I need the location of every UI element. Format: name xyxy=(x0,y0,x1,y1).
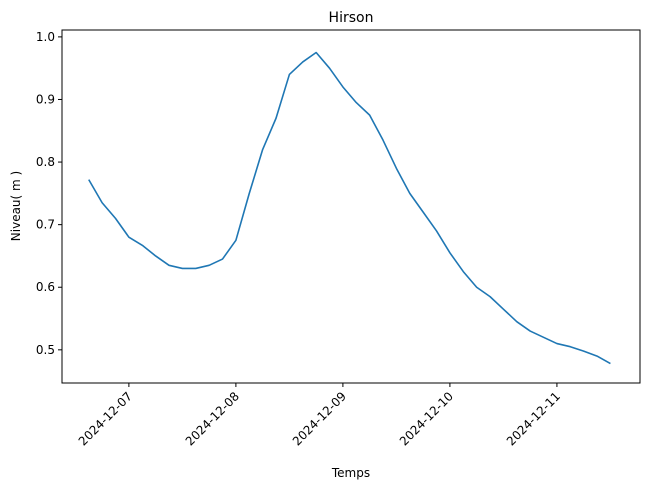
x-tick-label: 2024-12-11 xyxy=(504,389,563,448)
y-tick-label: 1.0 xyxy=(36,30,55,44)
series-line xyxy=(88,51,611,365)
x-tick-label: 2024-12-08 xyxy=(183,389,242,448)
y-tick-label: 0.6 xyxy=(36,280,55,294)
x-tick-label: 2024-12-09 xyxy=(290,389,349,448)
y-tick-label: 0.8 xyxy=(36,155,55,169)
y-tick-label: 0.5 xyxy=(36,343,55,357)
y-tick-label: 0.9 xyxy=(36,92,55,106)
y-axis-label: Niveau( m ) xyxy=(9,171,23,241)
x-tick-label: 2024-12-10 xyxy=(397,389,456,448)
plot-frame xyxy=(61,29,641,384)
chart-title: Hirson xyxy=(329,10,374,26)
x-axis-label: Temps xyxy=(331,466,370,480)
y-tick-label: 0.7 xyxy=(36,218,55,232)
x-tick-label: 2024-12-07 xyxy=(76,389,135,448)
